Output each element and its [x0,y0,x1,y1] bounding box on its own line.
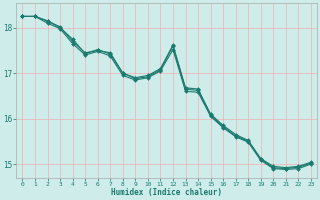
X-axis label: Humidex (Indice chaleur): Humidex (Indice chaleur) [111,188,222,197]
